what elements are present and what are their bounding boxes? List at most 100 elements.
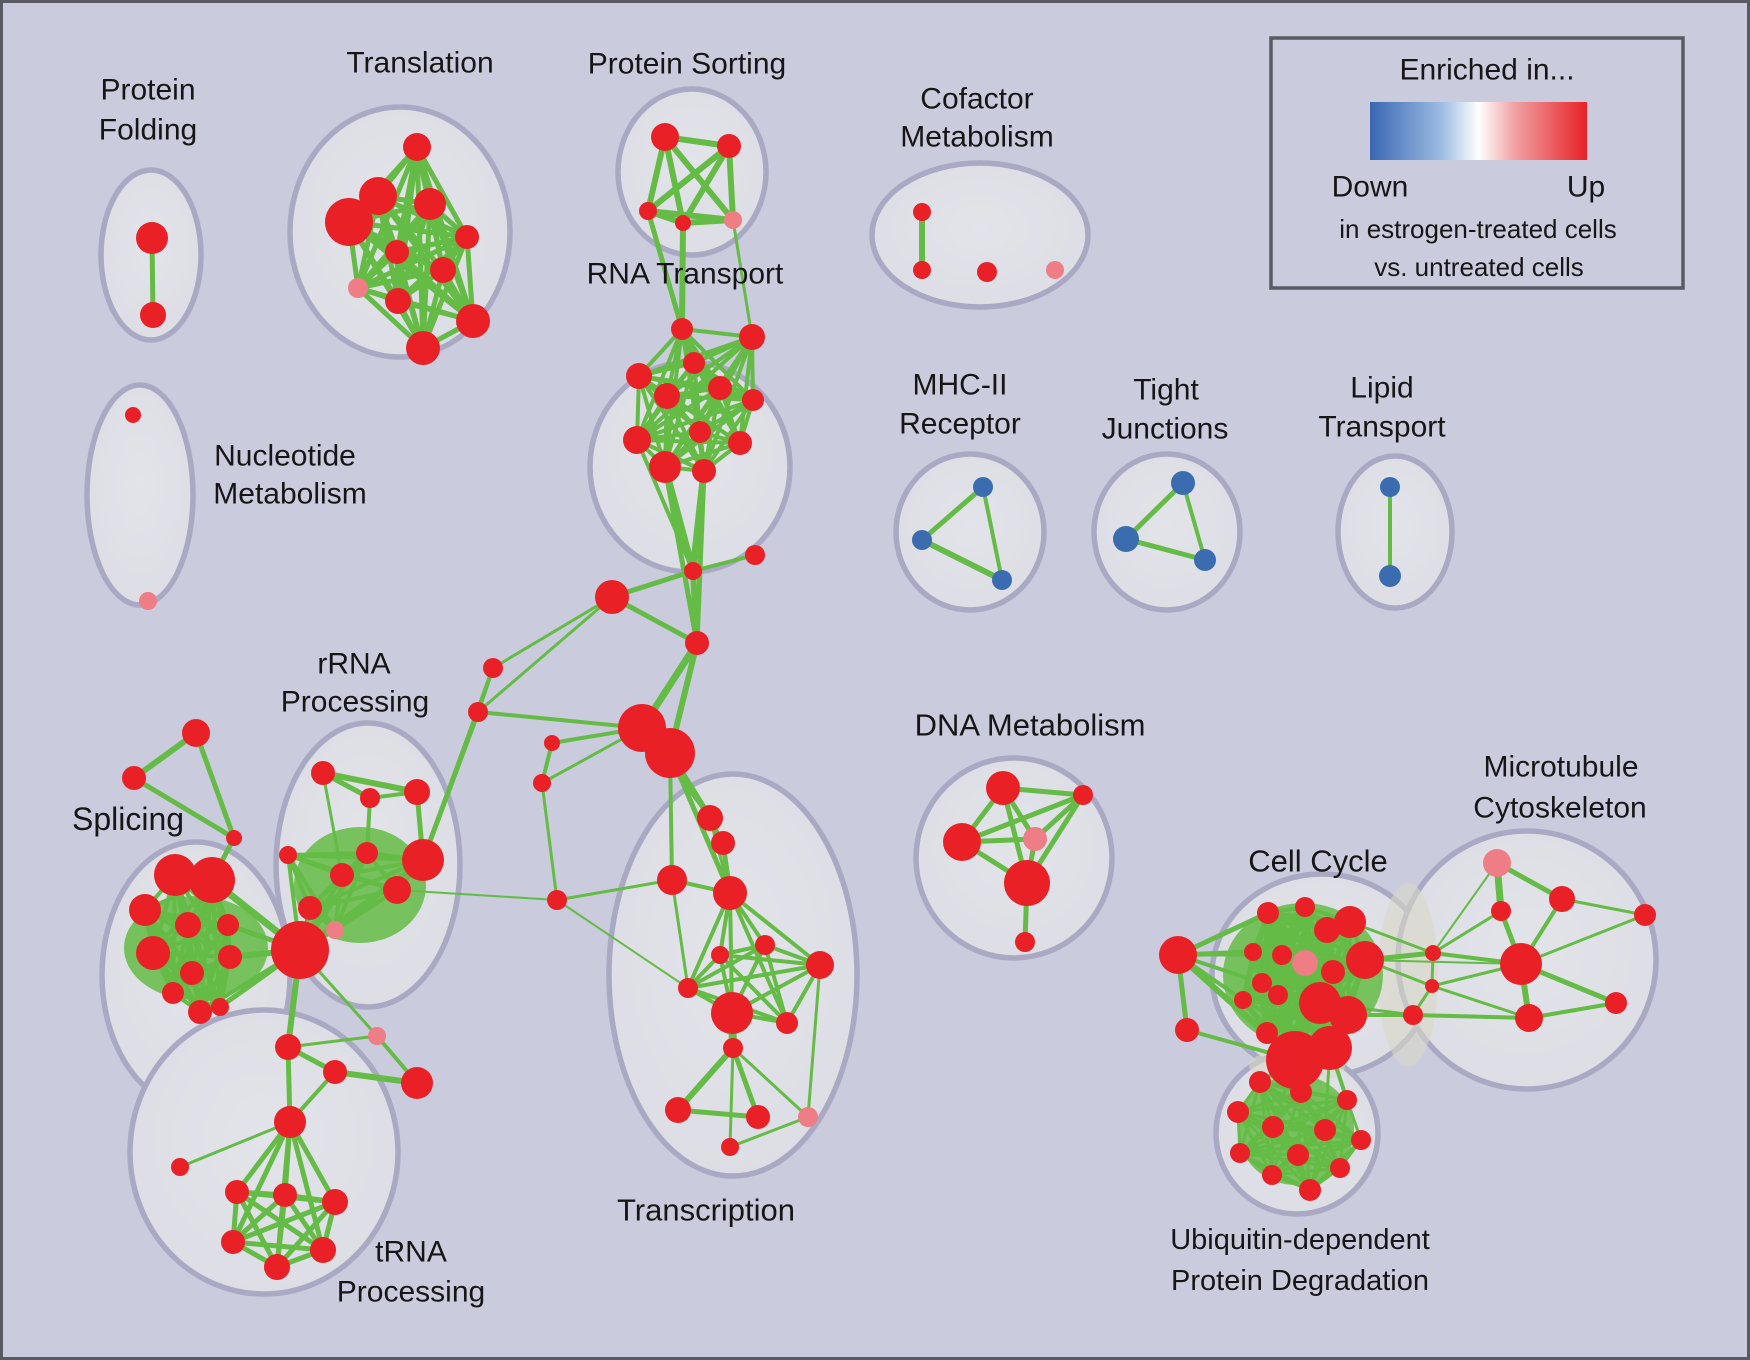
- network-node-tr8: [806, 951, 834, 979]
- network-node-b1: [1425, 945, 1441, 961]
- network-node-t8: [348, 278, 368, 298]
- network-node-u10: [1330, 1158, 1350, 1178]
- network-edge: [396, 889, 558, 901]
- network-node-t5: [455, 225, 479, 249]
- cluster-label: rRNA: [317, 648, 390, 681]
- network-edge: [919, 484, 986, 543]
- network-node-mt1: [1549, 886, 1575, 912]
- network-node-sp7: [180, 961, 204, 985]
- network-node-mtP: [1483, 849, 1511, 877]
- network-edge: [686, 963, 822, 990]
- network-edge: [731, 1046, 810, 1119]
- network-node-tb2: [273, 1183, 297, 1207]
- network-node-rr6: [383, 876, 411, 904]
- network-edge: [1236, 1110, 1274, 1177]
- network-node-s1: [544, 735, 560, 751]
- network-node-sp8: [218, 945, 242, 969]
- network-node-cc15: [1256, 1022, 1278, 1044]
- network-node-t6: [385, 240, 409, 264]
- network-edge: [635, 398, 755, 442]
- network-node-sp5: [217, 914, 239, 936]
- network-node-lp1: [1380, 477, 1400, 497]
- network-node-sp6: [136, 936, 170, 970]
- network-node-sp2: [189, 857, 235, 903]
- network-node-tr1: [697, 805, 723, 831]
- network-edge: [1238, 1128, 1327, 1155]
- network-node-pf2: [140, 302, 166, 328]
- cluster-label: Transcription: [617, 1193, 795, 1228]
- network-node-rr1: [311, 761, 335, 785]
- network-edge: [981, 485, 1004, 582]
- network-edge: [635, 438, 742, 445]
- network-node-rr4: [356, 842, 378, 864]
- network-edge: [1270, 1138, 1363, 1177]
- network-node-mt2: [1491, 901, 1511, 921]
- network-edge: [1181, 481, 1207, 562]
- network-edge: [662, 134, 686, 226]
- network-node-cf2: [913, 261, 931, 279]
- network-node-sp11: [211, 998, 229, 1016]
- network-edge: [662, 134, 736, 223]
- network-node-cc6: [1272, 945, 1292, 965]
- network-node-cc2: [1295, 897, 1315, 917]
- network-node-d4: [943, 823, 981, 861]
- network-edge: [321, 771, 344, 877]
- network-node-mt5: [1634, 904, 1656, 926]
- network-node-sp10: [188, 1000, 212, 1024]
- network-node-rt6: [708, 376, 732, 400]
- network-edge: [476, 595, 614, 714]
- network-node-iso: [171, 1158, 189, 1176]
- network-node-ps3: [639, 202, 657, 220]
- network-edge: [728, 891, 822, 967]
- cluster-label: Lipid: [1350, 372, 1413, 405]
- network-edge: [355, 234, 470, 291]
- cluster-label: DNA Metabolism: [915, 708, 1146, 743]
- network-node-c1: [684, 562, 702, 580]
- network-node-u3: [1337, 1090, 1357, 1110]
- network-node-hubL: [1159, 936, 1197, 974]
- cluster-label: Processing: [337, 1276, 485, 1309]
- network-node-tr9: [711, 992, 753, 1034]
- network-edge: [662, 464, 700, 646]
- network-edge: [1432, 862, 1498, 954]
- network-node-rt7: [742, 389, 764, 411]
- network-node-rt4: [626, 363, 652, 389]
- network-node-mtH: [1500, 943, 1542, 985]
- network-node-cf3: [977, 262, 997, 282]
- network-node-s2: [533, 774, 551, 792]
- network-edge: [635, 438, 695, 573]
- network-edge: [718, 953, 822, 967]
- network-node-u2: [1290, 1081, 1312, 1103]
- network-edge: [702, 398, 755, 473]
- network-edge: [686, 891, 732, 990]
- network-edge: [730, 1045, 761, 1120]
- network-node-tr11: [723, 1038, 743, 1058]
- network-node-tr14: [798, 1107, 818, 1127]
- network-node-m2: [323, 1060, 347, 1084]
- network-edge: [421, 666, 495, 862]
- network-node-u9: [1287, 1144, 1309, 1166]
- network-node-cc10: [1252, 973, 1272, 993]
- network-node-tr15: [721, 1138, 739, 1156]
- network-node-d2: [1073, 785, 1093, 805]
- network-node-m5: [274, 1106, 306, 1138]
- network-node-m4: [368, 1027, 386, 1045]
- network-node-HUB: [271, 921, 329, 979]
- network-node-t9: [385, 288, 411, 314]
- network-node-d1: [986, 771, 1020, 805]
- network-edge: [637, 374, 755, 402]
- network-node-rt2: [739, 324, 765, 350]
- cluster-label: Microtubule: [1483, 751, 1638, 784]
- network-node-cf4: [1046, 261, 1064, 279]
- cluster-label: Metabolism: [900, 121, 1053, 154]
- network-node-rt9: [623, 426, 651, 454]
- network-node-c4: [685, 631, 709, 655]
- network-node-rt12: [692, 459, 716, 483]
- network-node-cc1: [1257, 902, 1279, 924]
- network-edge: [476, 710, 644, 730]
- network-edge: [1270, 1166, 1342, 1177]
- legend-box: [1269, 36, 1685, 290]
